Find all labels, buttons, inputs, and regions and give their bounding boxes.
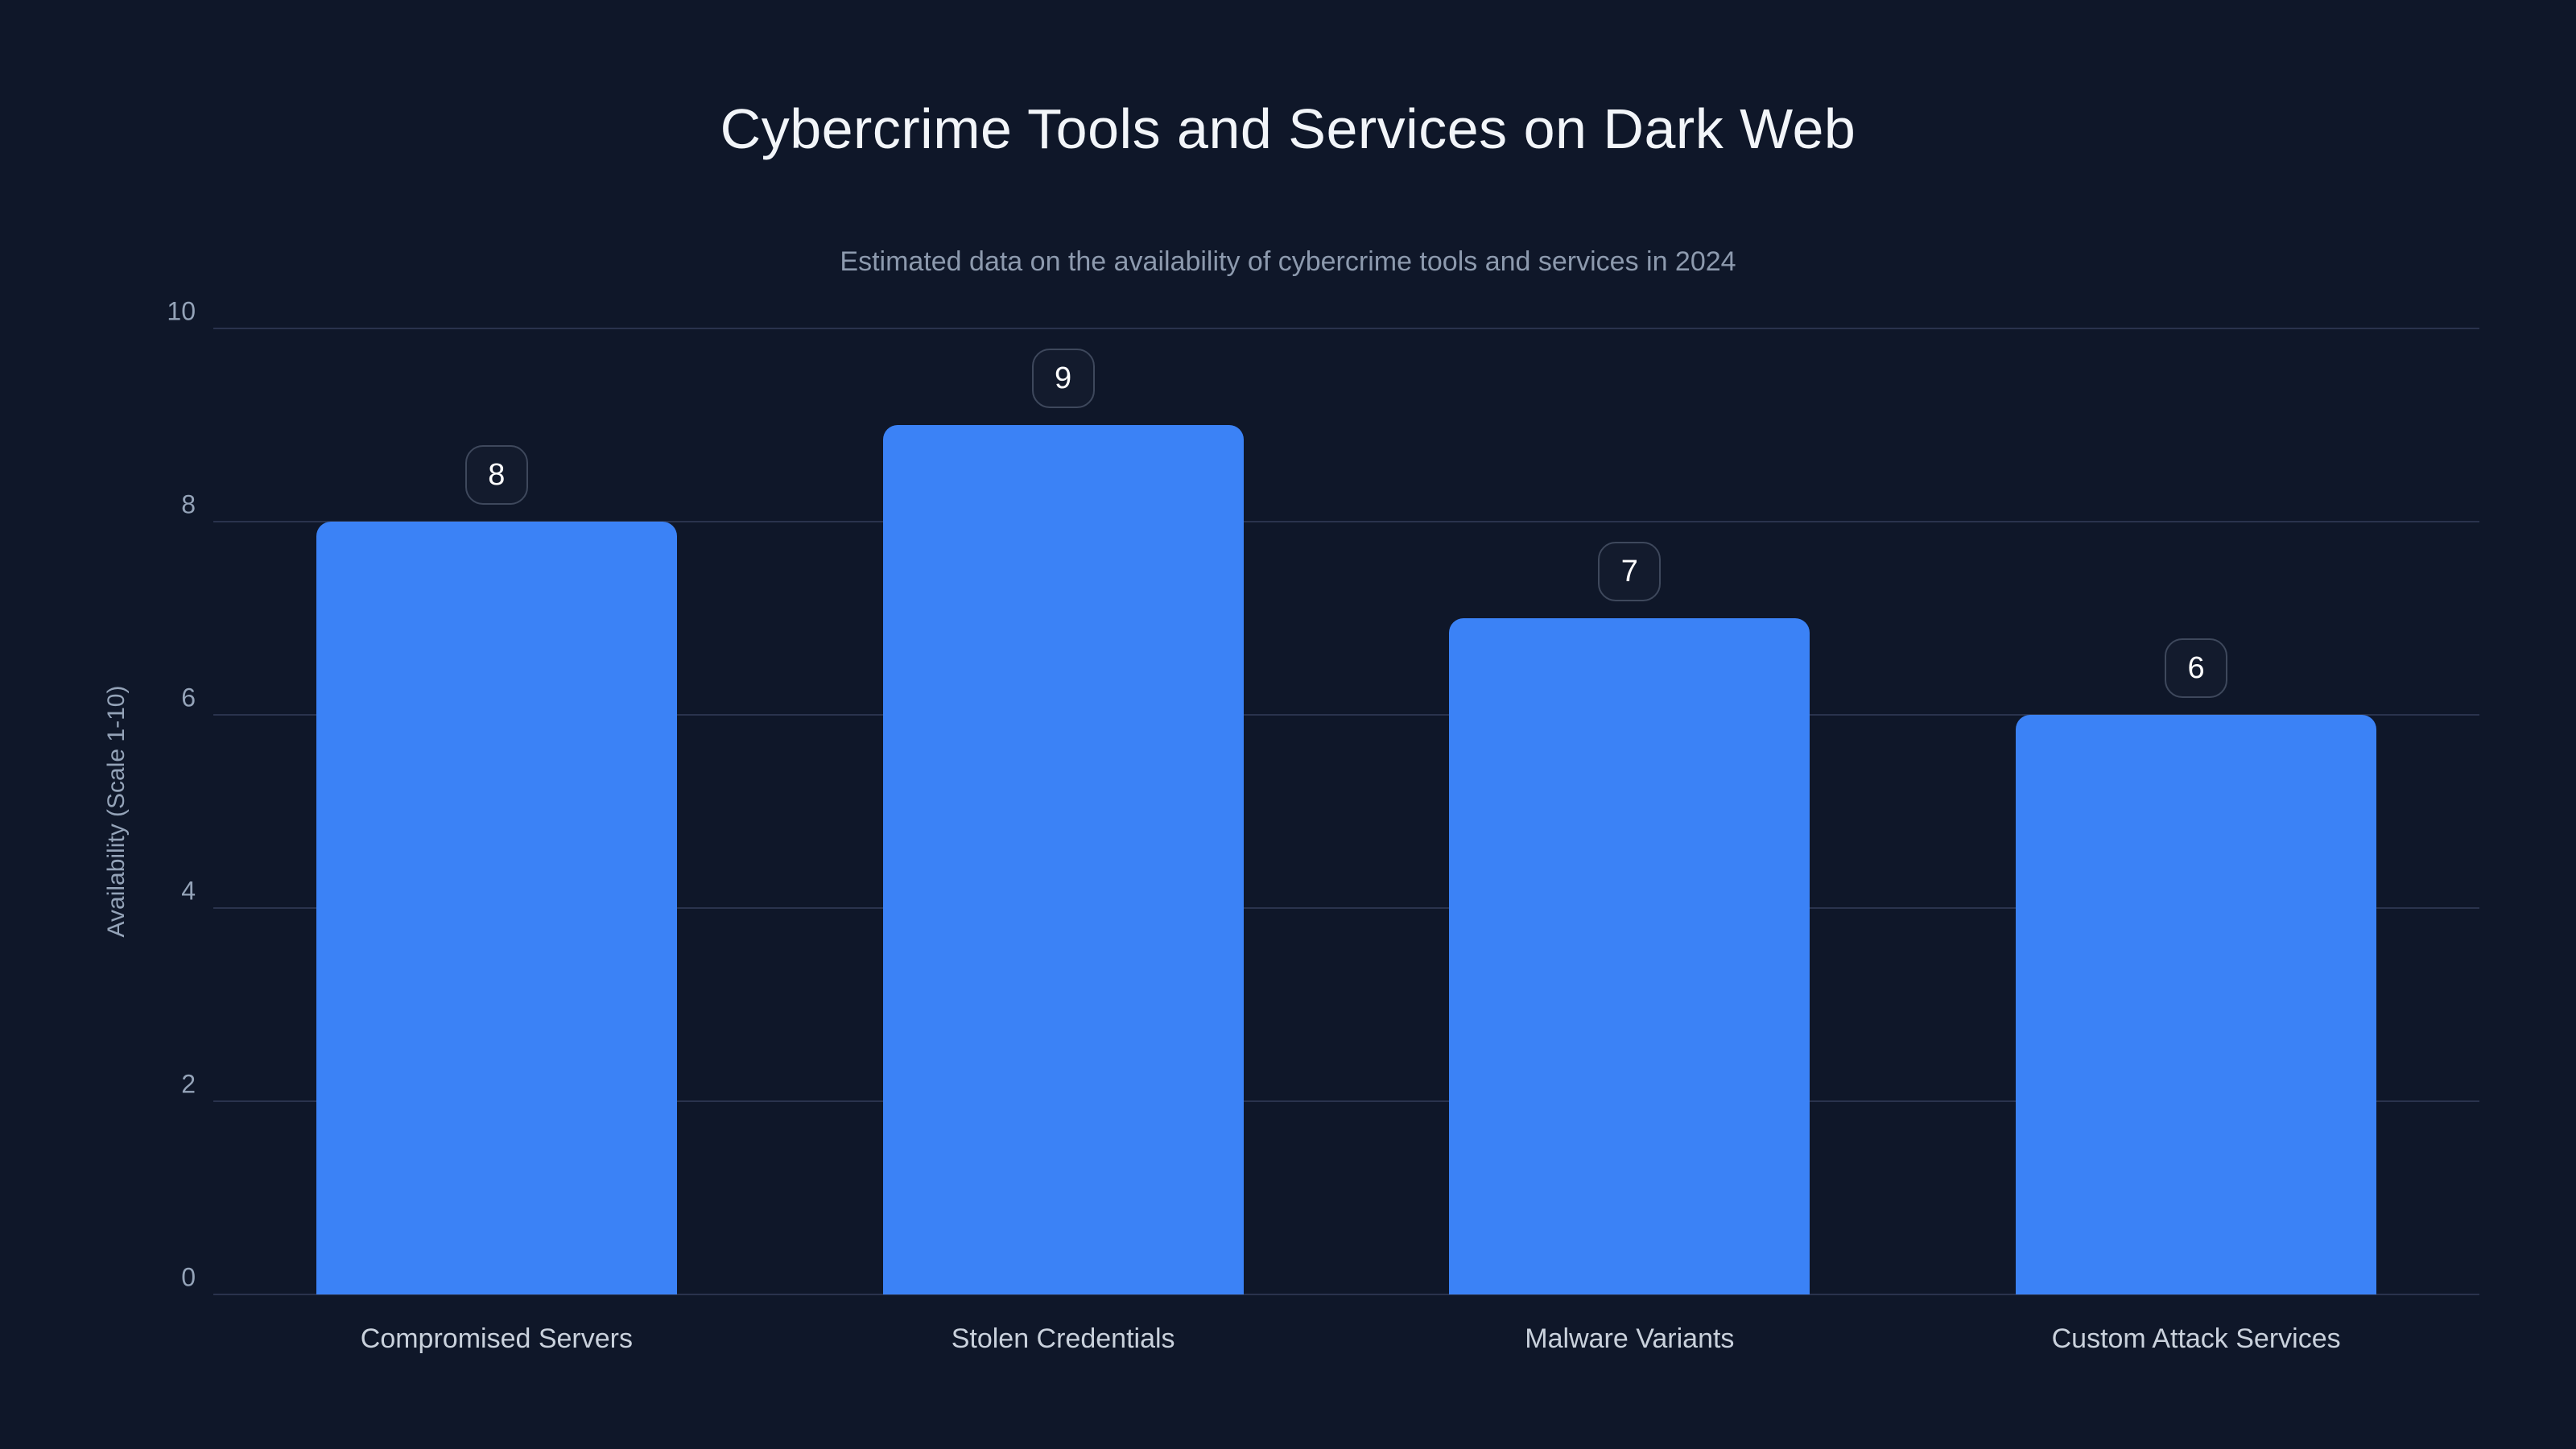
x-tick-label-stolen-credentials: Stolen Credentials — [951, 1323, 1175, 1354]
x-tick-label-custom-attack-services: Custom Attack Services — [2051, 1323, 2341, 1354]
value-label-stolen-credentials: 9 — [1031, 349, 1095, 408]
bar-slot-custom-attack-services: 6 Custom Attack Services — [1913, 328, 2479, 1354]
gridline-6 — [213, 714, 2479, 716]
y-tick-label-6: 6 — [181, 683, 196, 712]
plot-area: Availability (Scale 1-10) 0 2 4 6 8 10 8 Compro… — [103, 297, 2479, 1354]
chart-subtitle: Estimated data on the availability of cy… — [840, 246, 1736, 277]
x-tick-label-compromised-servers: Compromised Servers — [360, 1323, 633, 1354]
bar-compromised-servers[interactable] — [316, 522, 677, 1294]
gridline-4 — [213, 907, 2479, 909]
gridline-8 — [213, 521, 2479, 522]
gridline-10 — [213, 328, 2479, 329]
x-tick-label-malware-variants: Malware Variants — [1525, 1323, 1735, 1354]
value-label-compromised-servers: 8 — [464, 445, 528, 505]
gridline-2 — [213, 1100, 2479, 1102]
chart-title: Cybercrime Tools and Services on Dark We… — [720, 97, 1856, 160]
value-label-malware-variants: 7 — [1598, 542, 1662, 601]
y-tick-label-2: 2 — [181, 1069, 196, 1099]
value-label-custom-attack-services: 6 — [2165, 638, 2228, 698]
bar-malware-variants[interactable] — [1449, 618, 1810, 1294]
y-axis-title: Availability (Scale 1-10) — [103, 685, 130, 938]
bar-slot-stolen-credentials: 9 Stolen Credentials — [780, 328, 1347, 1354]
bar-stolen-credentials[interactable] — [882, 425, 1244, 1294]
y-tick-label-4: 4 — [181, 876, 196, 906]
bar-slot-compromised-servers: 8 Compromised Servers — [213, 328, 780, 1354]
gridline-0 — [213, 1294, 2479, 1295]
bar-slot-malware-variants: 7 Malware Variants — [1347, 328, 1913, 1354]
y-tick-label-0: 0 — [181, 1262, 196, 1292]
bar-custom-attack-services[interactable] — [2016, 715, 2377, 1294]
y-tick-label-8: 8 — [181, 489, 196, 519]
y-tick-label-10: 10 — [167, 296, 196, 326]
